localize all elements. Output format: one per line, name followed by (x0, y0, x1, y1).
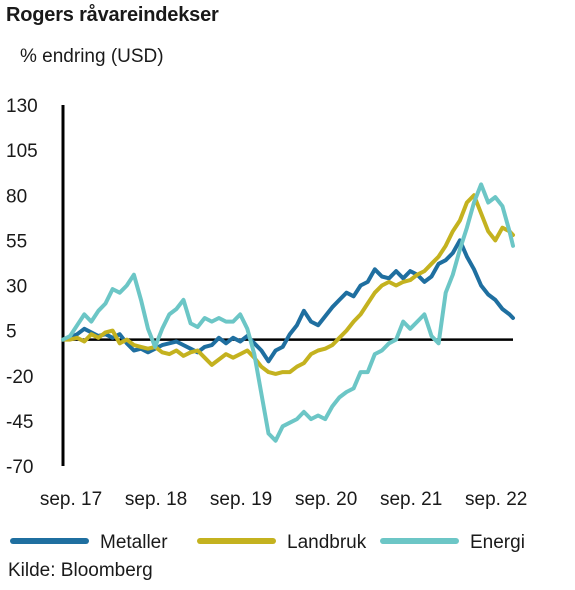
y-tick-label: -45 (6, 412, 33, 433)
y-tick-label: -70 (6, 457, 33, 478)
chart-subtitle: % endring (USD) (20, 46, 164, 67)
x-tick-label: sep. 20 (295, 489, 357, 510)
y-tick-label: 130 (6, 96, 38, 117)
series-line-landbruk (61, 193, 515, 376)
y-tick-label: 105 (6, 141, 38, 162)
y-tick-label: -20 (6, 367, 33, 388)
x-tick-label: sep. 17 (40, 489, 102, 510)
y-tick-label: 80 (6, 186, 27, 207)
chart-title: Rogers råvareindekser (6, 4, 219, 26)
x-tick-label: sep. 19 (210, 489, 272, 510)
series-line-energi (61, 182, 515, 443)
y-tick-label: 55 (6, 231, 27, 252)
chart-source: Kilde: Bloomberg (8, 560, 153, 581)
legend-layer: Metaller Landbruk Energi (10, 532, 525, 553)
legend-label-landbruk: Landbruk (287, 532, 367, 553)
x-tick-label: sep. 18 (125, 489, 187, 510)
axes-layer: 130 105 80 55 30 5 -20 -45 -70 sep. 17 sep. 18 sep.… (6, 96, 527, 510)
series-line-metaller (61, 238, 515, 364)
x-tick-label: sep. 22 (465, 489, 527, 510)
legend-label-energi: Energi (470, 532, 525, 553)
legend-label-metaller: Metaller (100, 532, 168, 553)
x-tick-label: sep. 21 (380, 489, 442, 510)
series-layer (61, 182, 515, 443)
y-tick-label: 5 (6, 322, 17, 343)
y-tick-label: 30 (6, 277, 27, 298)
